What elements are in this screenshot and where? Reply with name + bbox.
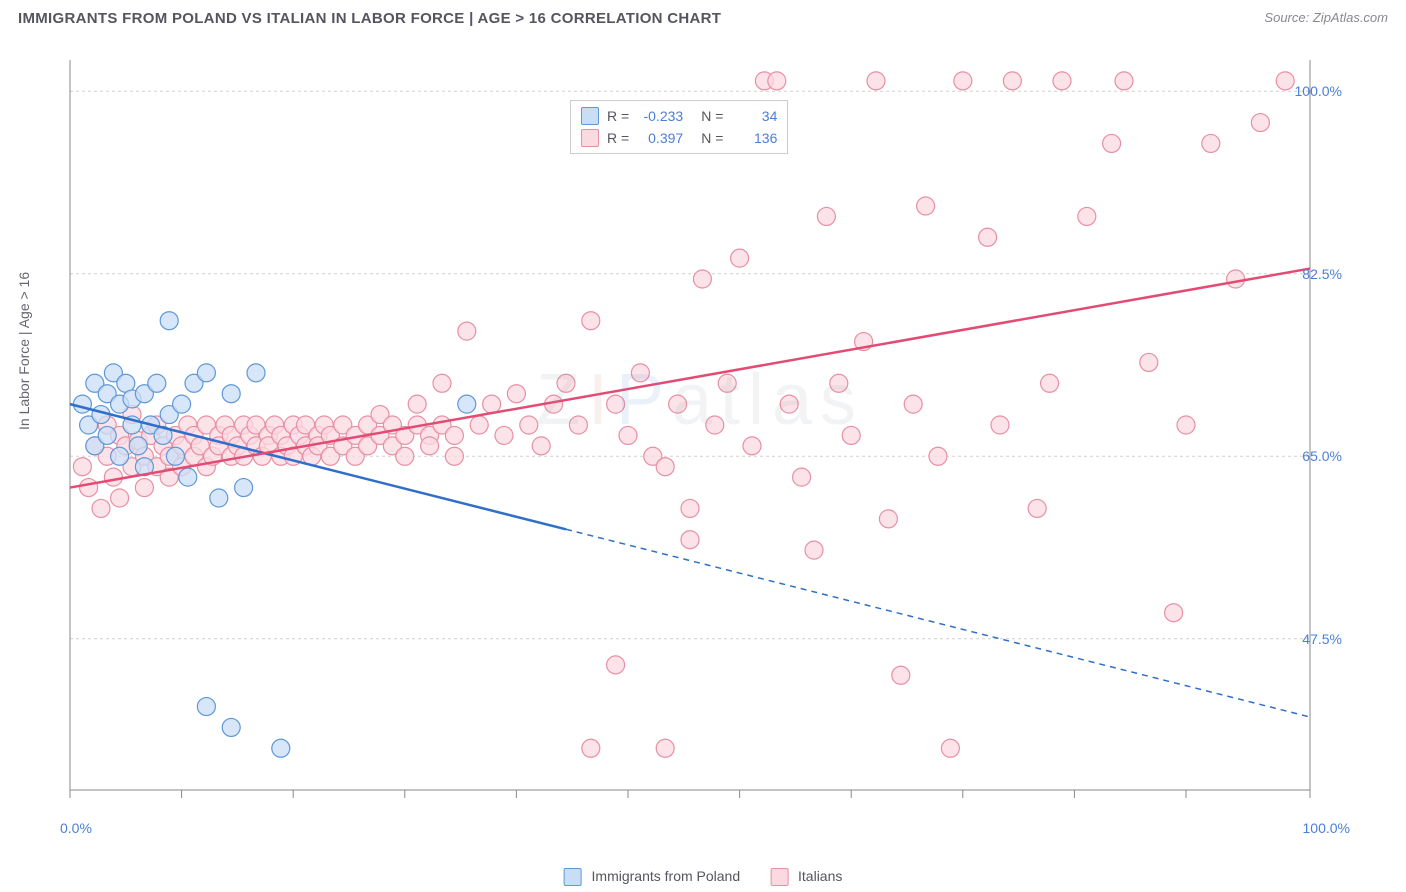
x-axis-max-label: 100.0% [1303,820,1350,836]
r-label: R = [607,127,629,149]
n-label: N = [701,127,723,149]
y-axis-title: In Labor Force | Age > 16 [16,272,32,430]
legend-label-italians: Italians [798,868,842,884]
source-attribution: Source: ZipAtlas.com [1264,10,1388,25]
correlation-legend-row-italians: R = 0.397 N = 136 [581,127,777,149]
legend-item-poland: Immigrants from Poland [564,868,741,886]
series-legend: Immigrants from Poland Italians [564,868,843,886]
scatter-chart-svg [50,50,1350,810]
n-label: N = [701,105,723,127]
source-label: Source: [1264,10,1309,25]
correlation-legend-row-poland: R = -0.233 N = 34 [581,105,777,127]
r-label: R = [607,105,629,127]
r-value-italians: 0.397 [637,127,683,149]
y-tick-label: 100.0% [1295,83,1342,99]
chart-plot-area: ZIPatlas R = -0.233 N = 34 R = 0.397 N =… [50,50,1350,810]
legend-label-poland: Immigrants from Poland [592,868,741,884]
correlation-legend: R = -0.233 N = 34 R = 0.397 N = 136 [570,100,788,154]
y-tick-label: 82.5% [1302,266,1342,282]
n-value-poland: 34 [731,105,777,127]
legend-swatch-italians [581,129,599,147]
legend-swatch-poland-icon [564,868,582,886]
legend-item-italians: Italians [770,868,842,886]
chart-title: IMMIGRANTS FROM POLAND VS ITALIAN IN LAB… [18,10,721,27]
y-tick-label: 47.5% [1302,631,1342,647]
r-value-poland: -0.233 [637,105,683,127]
n-value-italians: 136 [731,127,777,149]
y-tick-label: 65.0% [1302,448,1342,464]
source-value: ZipAtlas.com [1313,10,1388,25]
x-axis-min-label: 0.0% [60,820,92,836]
legend-swatch-italians-icon [770,868,788,886]
legend-swatch-poland [581,107,599,125]
